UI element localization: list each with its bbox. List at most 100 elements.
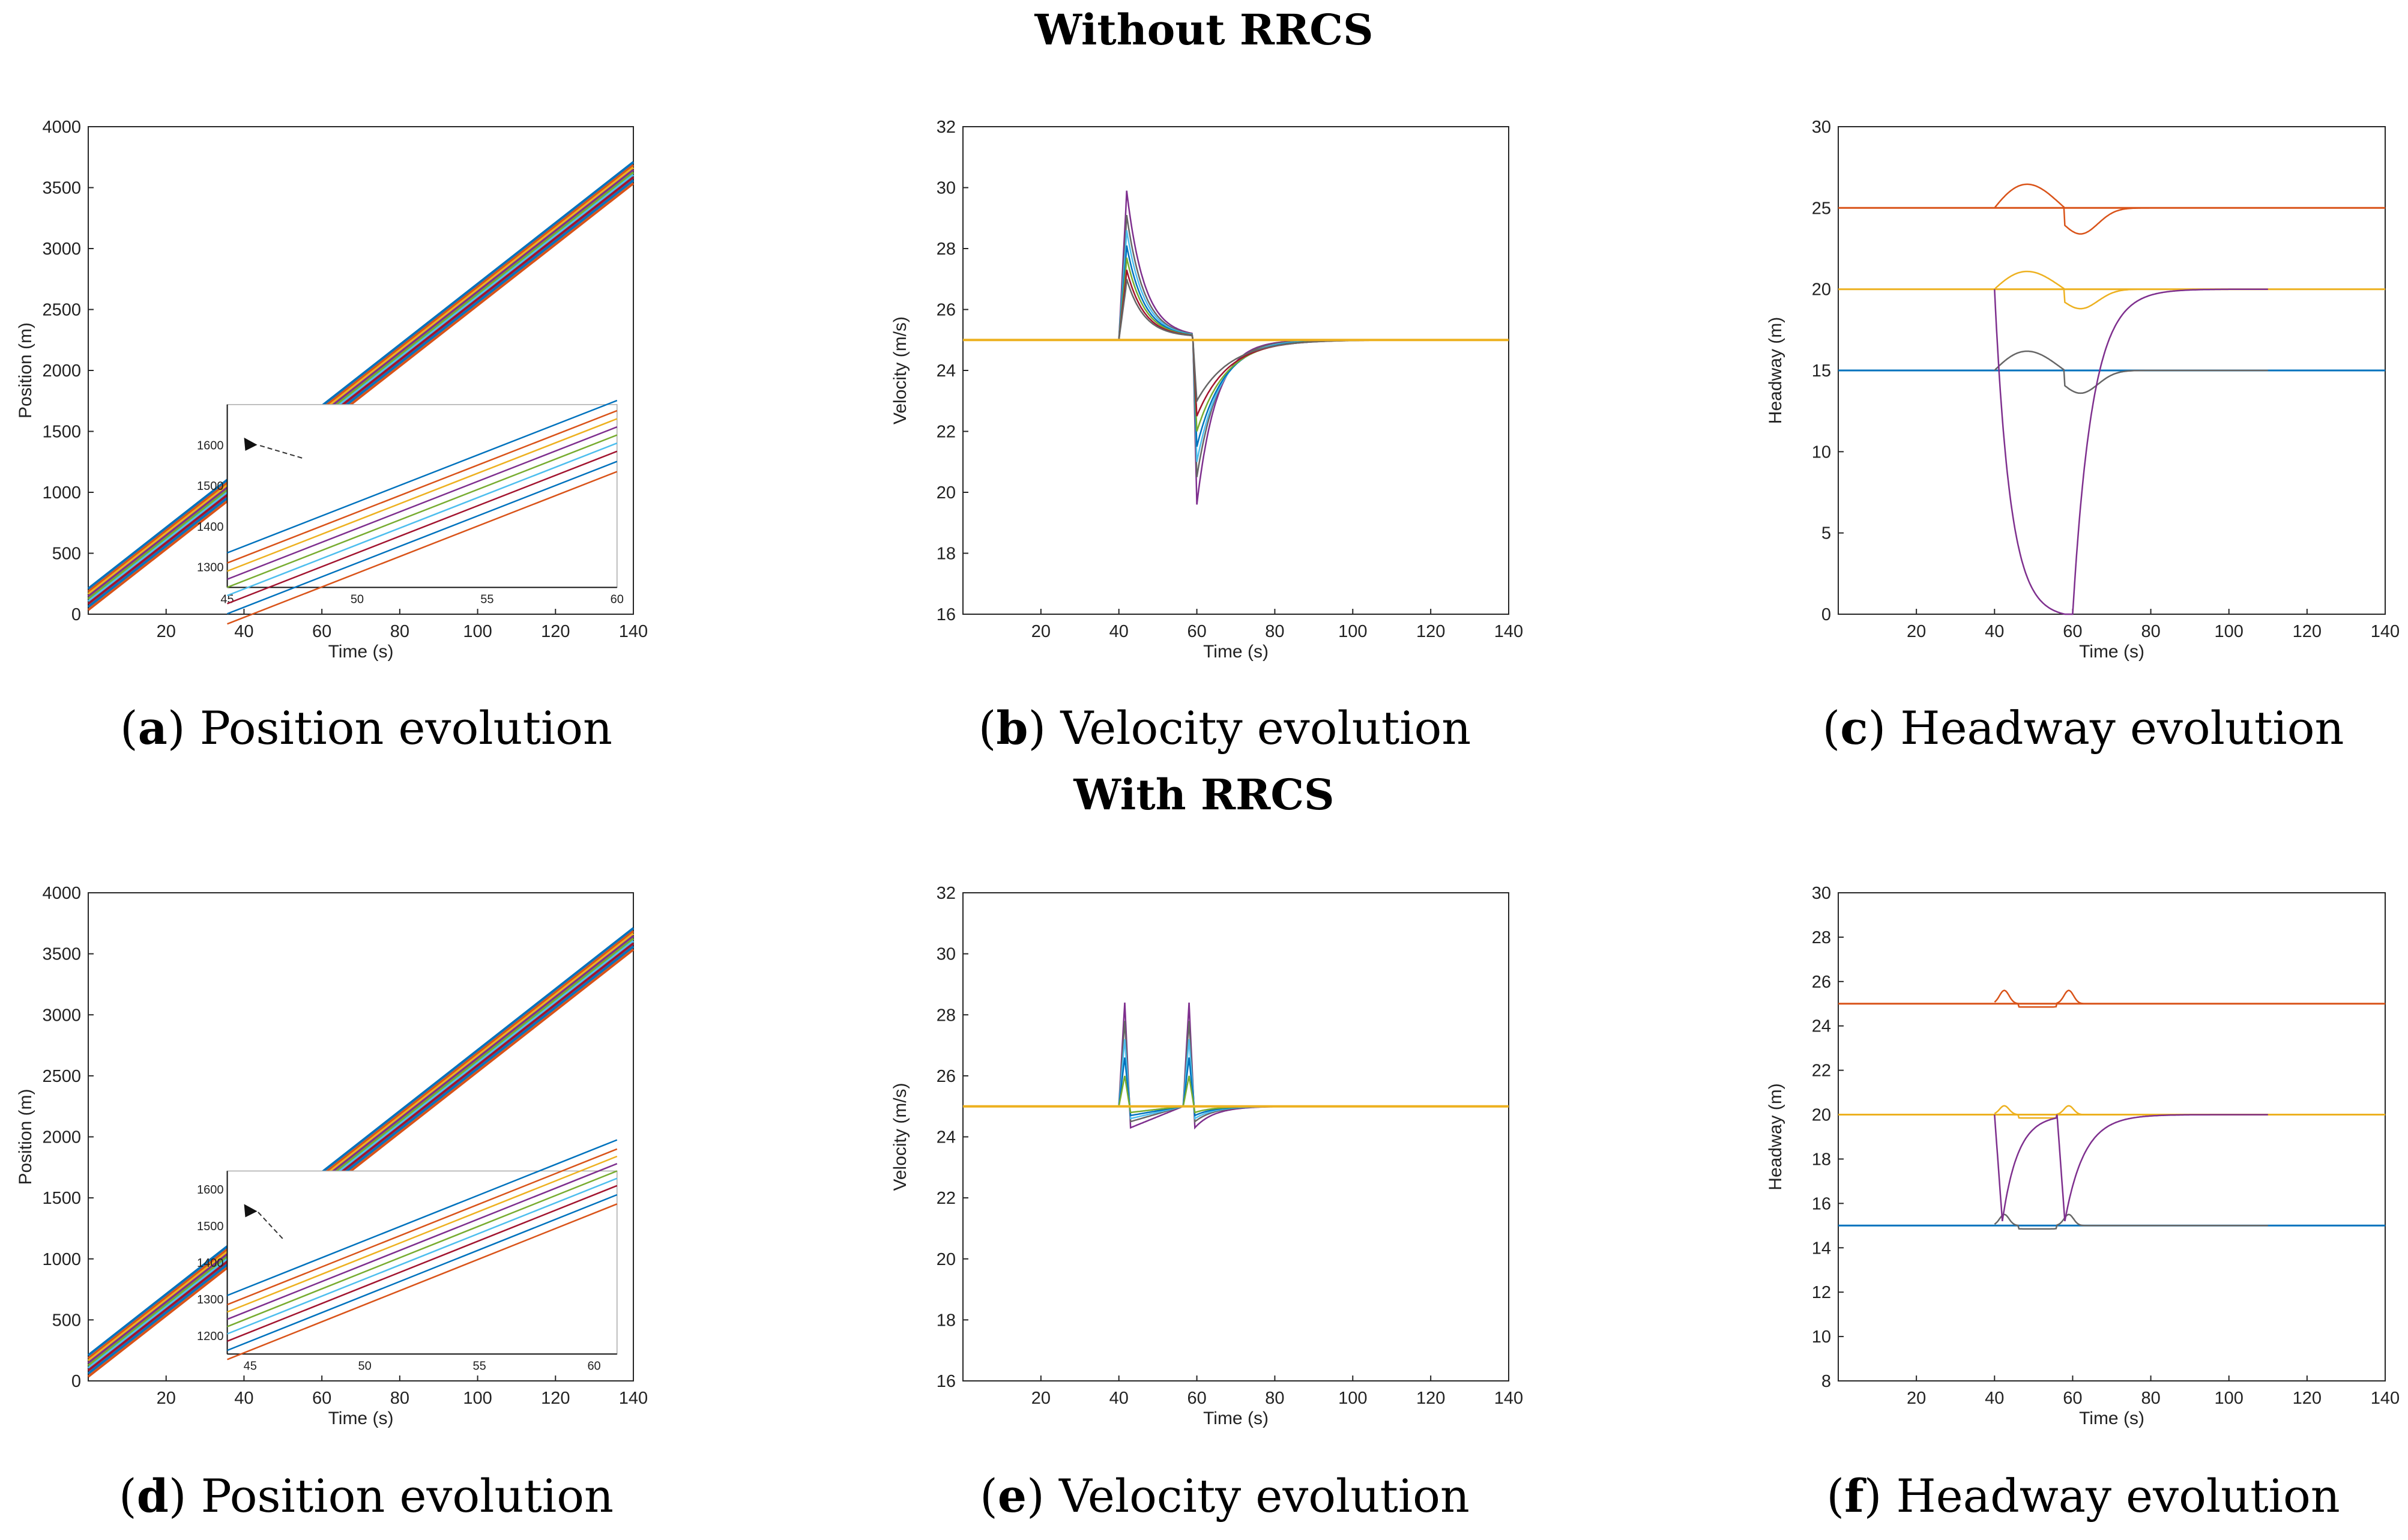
y-tick-label: 12 [1812,1283,1831,1302]
x-tick-label: 20 [1031,622,1051,641]
caption-b-text: Velocity evolution [1060,701,1471,755]
inset-line-veh5 [227,434,618,588]
x-tick-label: 140 [619,1389,648,1408]
x-tick-label: 140 [1494,622,1523,641]
y-tick-label: 3500 [42,945,81,964]
zoom-arrow-head [244,1204,258,1218]
inset-x-tick-label: 60 [611,593,624,606]
y-tick-label: 4000 [42,884,81,903]
inset-y-tick-label: 1600 [197,439,224,453]
y-tick-label: 20 [1812,280,1831,300]
y-tick-label: 2500 [42,301,81,320]
inset-line-veh7 [227,450,618,605]
position-line-veh1 [87,161,635,590]
x-tick-label: 120 [2293,1389,2322,1408]
inset-x-tick-label: 50 [351,593,364,606]
y-tick-label: 30 [937,945,956,964]
y-tick-label: 30 [937,179,956,198]
x-tick-label: 140 [2371,1389,2400,1408]
x-tick-label: 100 [1338,1389,1367,1408]
inset-x-tick-label: 60 [587,1359,600,1372]
zoom-arrow-head [244,437,258,451]
x-tick-label: 120 [541,1389,570,1408]
inset-line-veh1 [227,399,618,554]
inset-frame [226,404,618,588]
headway-line-3 [1994,288,2268,615]
position-line-veh7 [87,942,635,1372]
caption-f-letter: f [1844,1469,1864,1523]
inset-line-veh3 [227,1155,618,1313]
inset-line-veh8 [227,460,618,615]
x-tick-label: 100 [463,622,492,641]
x-axis-label: Time (s) [2079,642,2144,662]
inset-x-tick-label: 45 [244,1359,257,1372]
y-tick-label: 0 [71,1372,81,1391]
y-axis-label: Position (m) [16,322,35,418]
inset-line-veh9 [227,471,618,625]
chart-d: 20 40 60 80 100 120 14005001000150020002500300… [16,884,648,1428]
y-tick-label: 1000 [42,1250,81,1269]
y-tick-label: 22 [937,423,956,442]
chart-a: 20 40 60 80 100 120 14005001000150020002500300… [16,118,648,662]
y-tick-label: 18 [937,1311,956,1330]
y-tick-label: 20 [937,1250,956,1269]
inset-line-veh7 [227,1185,618,1342]
position-line-veh6 [87,174,635,603]
x-tick-label: 60 [2063,1389,2082,1408]
x-tick-label: 100 [2215,1389,2244,1408]
y-tick-label: 28 [937,1006,956,1025]
y-tick-label: 30 [1812,884,1831,903]
caption-e-text: Velocity evolution [1058,1469,1470,1523]
plot-area [962,892,1509,1381]
inset-line-veh5 [227,1170,618,1327]
y-tick-label: 28 [937,240,956,259]
y-tick-label: 18 [937,545,956,564]
x-tick-label: 40 [234,1389,253,1408]
y-tick-label: 2000 [42,1128,81,1147]
x-tick-label: 140 [619,622,648,641]
y-tick-label: 24 [937,361,956,381]
position-line-veh4 [87,935,635,1365]
x-axis-label: Time (s) [2079,1409,2144,1428]
x-tick-label: 40 [1985,1389,2004,1408]
y-tick-label: 26 [937,1067,956,1086]
position-line-veh1 [87,927,635,1356]
x-tick-label: 140 [1494,1389,1523,1408]
x-axis-label: Time (s) [1203,642,1269,662]
y-tick-label: 3500 [42,179,81,198]
y-tick-label: 22 [1812,1061,1831,1081]
caption-c-letter: c [1840,701,1868,755]
x-tick-label: 80 [390,1389,409,1408]
y-tick-label: 32 [937,118,956,137]
caption-d-text: Position evolution [201,1469,614,1523]
x-tick-label: 20 [157,1389,176,1408]
inset-line-veh1 [227,1139,618,1296]
x-tick-label: 60 [2063,622,2082,641]
plot-area [1838,892,2386,1381]
position-line-veh2 [87,164,635,593]
headway-line-2 [1994,350,2268,394]
x-tick-label: 40 [1109,622,1129,641]
x-tick-label: 140 [2371,622,2400,641]
x-tick-label: 40 [234,622,253,641]
y-tick-label: 3000 [42,1006,81,1025]
y-axis-label: Headway (m) [1766,317,1785,424]
chart-f: 20 40 60 80 100 120 140 8 10 12 14 16 18 20 22 24 26 28 30… [1766,884,2400,1428]
y-tick-label: 1000 [42,483,81,503]
chart-e: 20 40 60 80 100 120 140 16 18 20 22 24 26 28 30 32 Time … [890,884,1523,1428]
x-tick-label: 120 [1416,622,1445,641]
position-line-veh4 [87,169,635,598]
x-tick-label: 120 [2293,622,2322,641]
x-tick-label: 40 [1109,1389,1129,1408]
y-tick-label: 24 [1812,1017,1831,1036]
headway-line-3 [1994,1114,2268,1222]
caption-f: (f) Headway evolution [1826,1469,2340,1523]
y-tick-label: 5 [1821,524,1831,543]
y-tick-label: 26 [1812,973,1831,992]
y-tick-label: 2500 [42,1067,81,1086]
position-line-veh8 [87,945,635,1375]
position-line-veh9 [87,182,635,611]
y-tick-label: 3000 [42,240,81,259]
x-tick-label: 60 [312,622,331,641]
inset-y-tick-label: 1500 [197,480,224,493]
